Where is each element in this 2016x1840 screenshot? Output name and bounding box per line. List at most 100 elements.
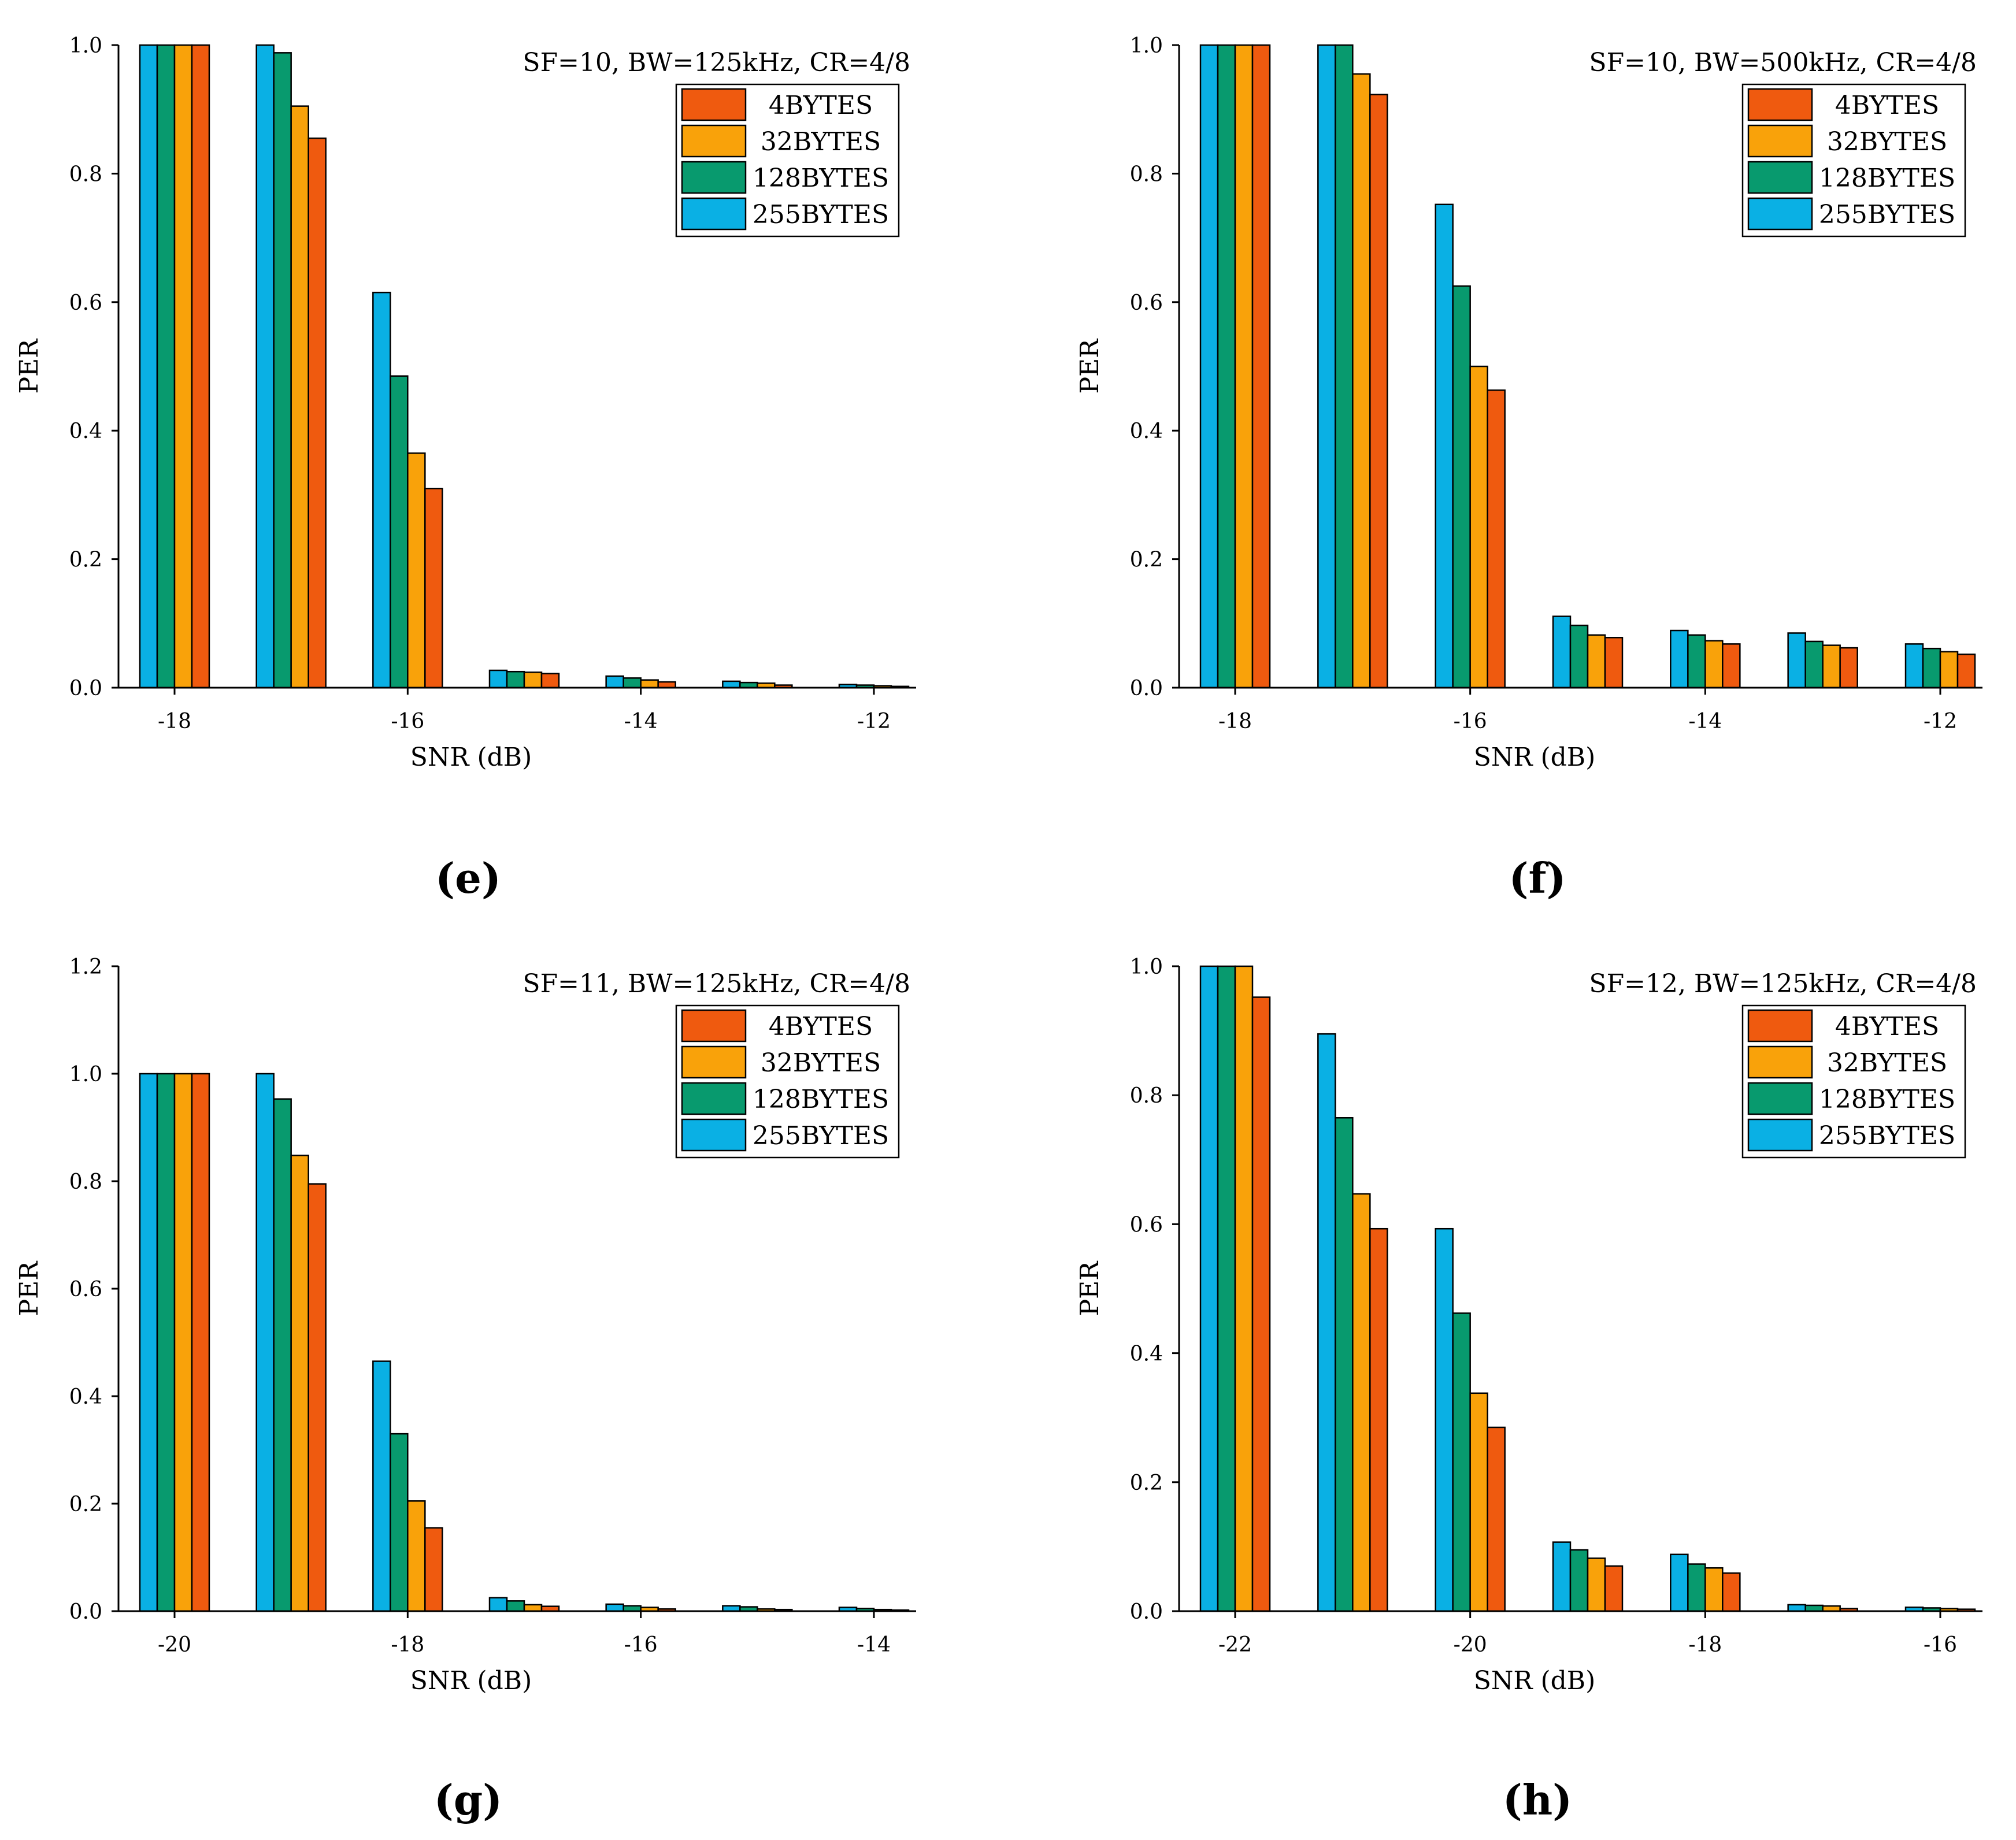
- bar-128bytes--19: [1569, 1549, 1589, 1612]
- legend-label-255bytes: 255BYTES: [753, 200, 889, 229]
- panel-label: (h): [1503, 1775, 1572, 1824]
- y-tick-label: 0.2: [69, 548, 102, 572]
- y-tick-label: 0.6: [1130, 291, 1163, 315]
- legend-label-4bytes: 4BYTES: [1835, 91, 1939, 120]
- x-tick-label: -18: [158, 710, 191, 733]
- bar-128bytes--19: [273, 1098, 292, 1612]
- bar-4bytes--12: [1956, 653, 1976, 689]
- legend-label-4bytes: 4BYTES: [769, 91, 873, 120]
- x-tick-label: -12: [1924, 710, 1957, 733]
- y-tick-label: 0.0: [1130, 1600, 1163, 1624]
- bar-255bytes--16: [372, 291, 391, 689]
- config-title: SF=10, BW=500kHz, CR=4/8: [1589, 48, 1977, 77]
- bar-4bytes--16: [1487, 389, 1506, 689]
- legend: 4BYTES 32BYTES 128BYTES 255BYTES: [1741, 83, 1966, 238]
- y-tick-label: 0.4: [1130, 1342, 1163, 1366]
- bar-128bytes--14: [622, 677, 642, 689]
- config-title: SF=12, BW=125kHz, CR=4/8: [1589, 969, 1977, 999]
- x-tick-label: -14: [624, 710, 658, 733]
- bar-4bytes--15: [1604, 637, 1624, 689]
- bar-4bytes--19: [1604, 1565, 1624, 1612]
- y-tick-label: 1.0: [1130, 955, 1163, 979]
- y-axis-label: PER: [14, 338, 44, 394]
- bar-255bytes--17: [488, 1597, 508, 1612]
- bar-4bytes--18: [1251, 44, 1271, 689]
- bar-255bytes--15: [1552, 615, 1572, 689]
- x-tick-label: -16: [1454, 710, 1487, 733]
- x-tick-label: -20: [1454, 1633, 1487, 1657]
- x-axis-label: SNR (dB): [1474, 1666, 1596, 1696]
- bar-4bytes--18: [424, 1527, 443, 1612]
- y-tick-label: 0.0: [69, 1600, 102, 1624]
- bar-4bytes--20: [191, 1073, 210, 1612]
- legend-label-4bytes: 4BYTES: [1835, 1012, 1939, 1041]
- y-axis-label: PER: [1075, 1260, 1105, 1316]
- legend-label-32bytes: 32BYTES: [761, 1048, 881, 1078]
- legend-swatch-255bytes: [681, 197, 747, 231]
- y-tick-label: 0.2: [1130, 1471, 1163, 1495]
- bar-32bytes--19: [1587, 1557, 1606, 1612]
- legend: 4BYTES 32BYTES 128BYTES 255BYTES: [675, 1004, 900, 1159]
- config-title: SF=11, BW=125kHz, CR=4/8: [522, 969, 910, 999]
- bar-4bytes--21: [1369, 1227, 1388, 1612]
- bar-4bytes--20: [1487, 1426, 1506, 1612]
- bar-255bytes--18: [372, 1360, 391, 1612]
- bar-4bytes--14: [1722, 643, 1741, 689]
- x-tick-label: -16: [1924, 1633, 1957, 1657]
- legend-swatch-32bytes: [681, 124, 747, 158]
- bar-255bytes--15: [488, 669, 508, 689]
- legend-swatch-32bytes: [1747, 124, 1813, 158]
- bar-255bytes--17: [255, 44, 275, 689]
- bar-32bytes--19: [290, 1155, 309, 1612]
- bar-255bytes--19: [1552, 1541, 1572, 1612]
- bar-32bytes--17: [523, 1604, 543, 1612]
- legend-swatch-128bytes: [681, 161, 747, 194]
- bar-255bytes--18: [1670, 1553, 1689, 1612]
- legend-swatch-255bytes: [1747, 197, 1813, 231]
- bar-32bytes--21: [1352, 1193, 1371, 1612]
- x-tick-label: -14: [857, 1633, 891, 1657]
- bar-128bytes--15: [1569, 624, 1589, 689]
- bar-4bytes--18: [1722, 1572, 1741, 1612]
- bar-32bytes--18: [173, 44, 193, 689]
- bar-32bytes--16: [407, 452, 426, 689]
- bar-32bytes--18: [1234, 44, 1254, 689]
- legend-label-128bytes: 128BYTES: [753, 1085, 889, 1114]
- bar-4bytes--13: [1839, 647, 1858, 689]
- legend-label-128bytes: 128BYTES: [1819, 1085, 1955, 1114]
- chart-panel-1: 0.0 0.2 0.4 0.6 0.8 1.0 -18 -16 -14 -12 SNR (dB) PE…: [1075, 34, 1982, 903]
- bar-255bytes--20: [1435, 1227, 1454, 1612]
- bar-128bytes--21: [1335, 1117, 1354, 1612]
- x-axis-label: SNR (dB): [410, 743, 532, 772]
- bar-128bytes--22: [1217, 965, 1236, 1612]
- y-tick-label: 0.6: [69, 1278, 102, 1301]
- legend-swatch-128bytes: [681, 1082, 747, 1115]
- bar-4bytes--19: [307, 1183, 327, 1612]
- bar-32bytes--20: [173, 1073, 193, 1612]
- bar-255bytes--18: [139, 44, 158, 689]
- x-tick-label: -22: [1218, 1633, 1252, 1657]
- bar-128bytes--13: [1804, 640, 1824, 689]
- y-tick-label: 1.2: [69, 955, 102, 979]
- y-tick-label: 1.0: [69, 1063, 102, 1086]
- x-axis-label: SNR (dB): [1474, 743, 1596, 772]
- legend-swatch-4bytes: [1747, 88, 1813, 121]
- bar-255bytes--14: [1670, 629, 1689, 689]
- legend-swatch-4bytes: [681, 88, 747, 121]
- bar-255bytes--16: [1435, 203, 1454, 689]
- bar-128bytes--18: [1687, 1563, 1706, 1612]
- bar-4bytes--22: [1251, 996, 1271, 1612]
- legend-label-32bytes: 32BYTES: [1827, 127, 1947, 157]
- bar-128bytes--15: [506, 670, 525, 689]
- legend-label-32bytes: 32BYTES: [761, 127, 881, 157]
- legend-swatch-128bytes: [1747, 1082, 1813, 1115]
- bar-255bytes--16: [605, 1603, 624, 1612]
- bar-32bytes--20: [1469, 1392, 1488, 1612]
- x-tick-label: -16: [624, 1633, 658, 1657]
- bar-32bytes--18: [407, 1500, 426, 1612]
- bar-128bytes--16: [1452, 285, 1471, 689]
- x-tick-label: -12: [857, 710, 891, 733]
- bar-128bytes--18: [1217, 44, 1236, 689]
- bar-32bytes--15: [1587, 634, 1606, 689]
